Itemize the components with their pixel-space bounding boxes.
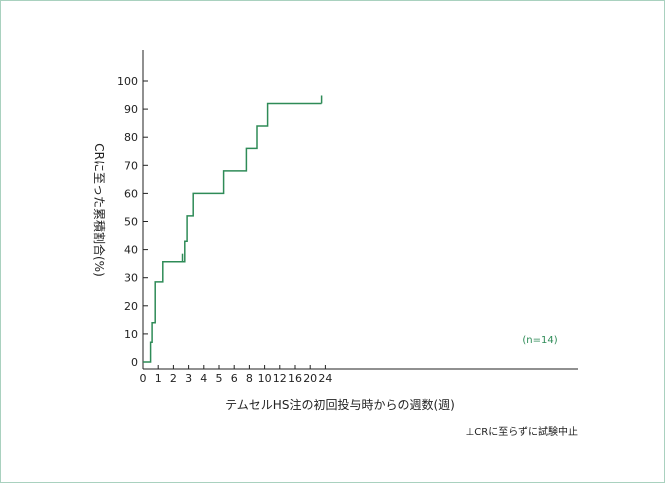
x-tick-label: 5 [216,372,223,385]
y-tick-label: 50 [124,216,138,229]
x-tick-label: 1 [155,372,162,385]
x-tick-label: 12 [273,372,287,385]
x-tick-label: 4 [200,372,207,385]
x-tick-label: 24 [318,372,332,385]
y-tick-label: 80 [124,131,138,144]
y-tick-label: 90 [124,103,138,116]
footnote: ⊥CRに至らずに試験中止 [466,425,578,438]
y-tick-label: 60 [124,187,138,200]
x-tick-label: 10 [258,372,272,385]
x-tick-label: 20 [303,372,317,385]
n-annotation: (n=14) [522,335,557,346]
x-tick-label: 0 [140,372,147,385]
y-tick-label: 100 [117,75,138,88]
x-tick-label: 8 [246,372,253,385]
y-tick-label: 0 [131,356,138,369]
series-line [143,102,322,363]
x-tick-label: 6 [231,372,238,385]
x-tick-label: 3 [185,372,192,385]
y-tick-label: 70 [124,159,138,172]
y-axis-title: CRに至った累積割合(%) [92,143,107,276]
x-axis-title: テムセルHS注の初回投与時からの週数(週) [225,397,455,412]
x-tick-label: 16 [288,372,302,385]
y-tick-label: 40 [124,244,138,257]
y-tick-label: 20 [124,300,138,313]
y-tick-label: 30 [124,272,138,285]
y-tick-label: 10 [124,328,138,341]
x-tick-label: 2 [170,372,177,385]
